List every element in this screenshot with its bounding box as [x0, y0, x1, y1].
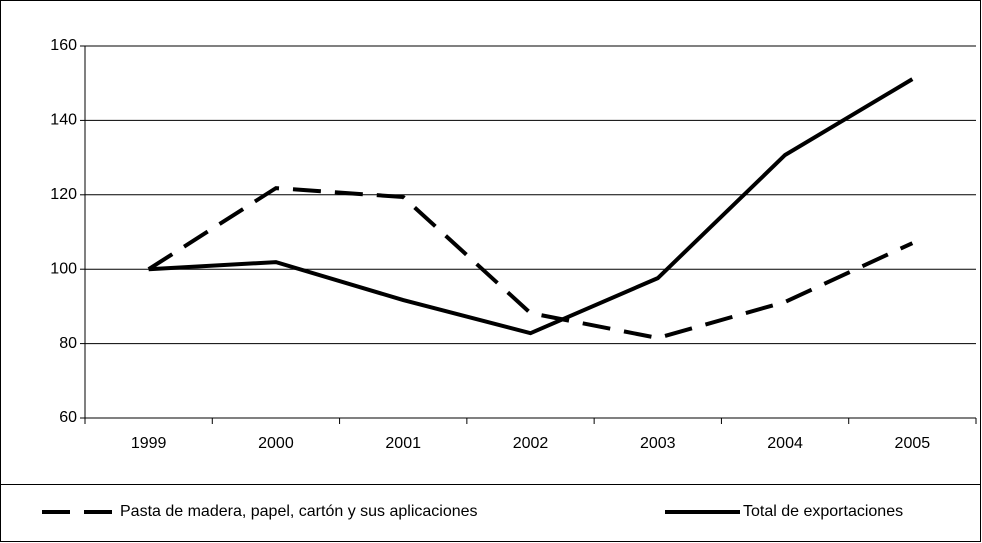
x-tick-label: 2003 — [640, 435, 676, 452]
x-tick-label: 2005 — [895, 435, 931, 452]
y-tick-label: 80 — [59, 335, 77, 352]
y-tick-label: 100 — [50, 260, 77, 277]
x-tick-label: 1999 — [131, 435, 167, 452]
x-tick-label: 2004 — [767, 435, 803, 452]
series-line — [148, 77, 914, 336]
y-tick-label: 140 — [50, 112, 77, 129]
legend-label: Total de exportaciones — [743, 503, 903, 520]
legend-label: Pasta de madera, papel, cartón y sus apl… — [120, 503, 478, 520]
y-tick-label: 120 — [50, 186, 77, 203]
x-tick-label: 2002 — [513, 435, 549, 452]
y-tick-label: 60 — [59, 409, 77, 426]
y-tick-label: 160 — [50, 37, 77, 54]
x-tick-label: 2001 — [385, 435, 421, 452]
series-line — [147, 186, 914, 341]
x-tick-label: 2000 — [258, 435, 294, 452]
